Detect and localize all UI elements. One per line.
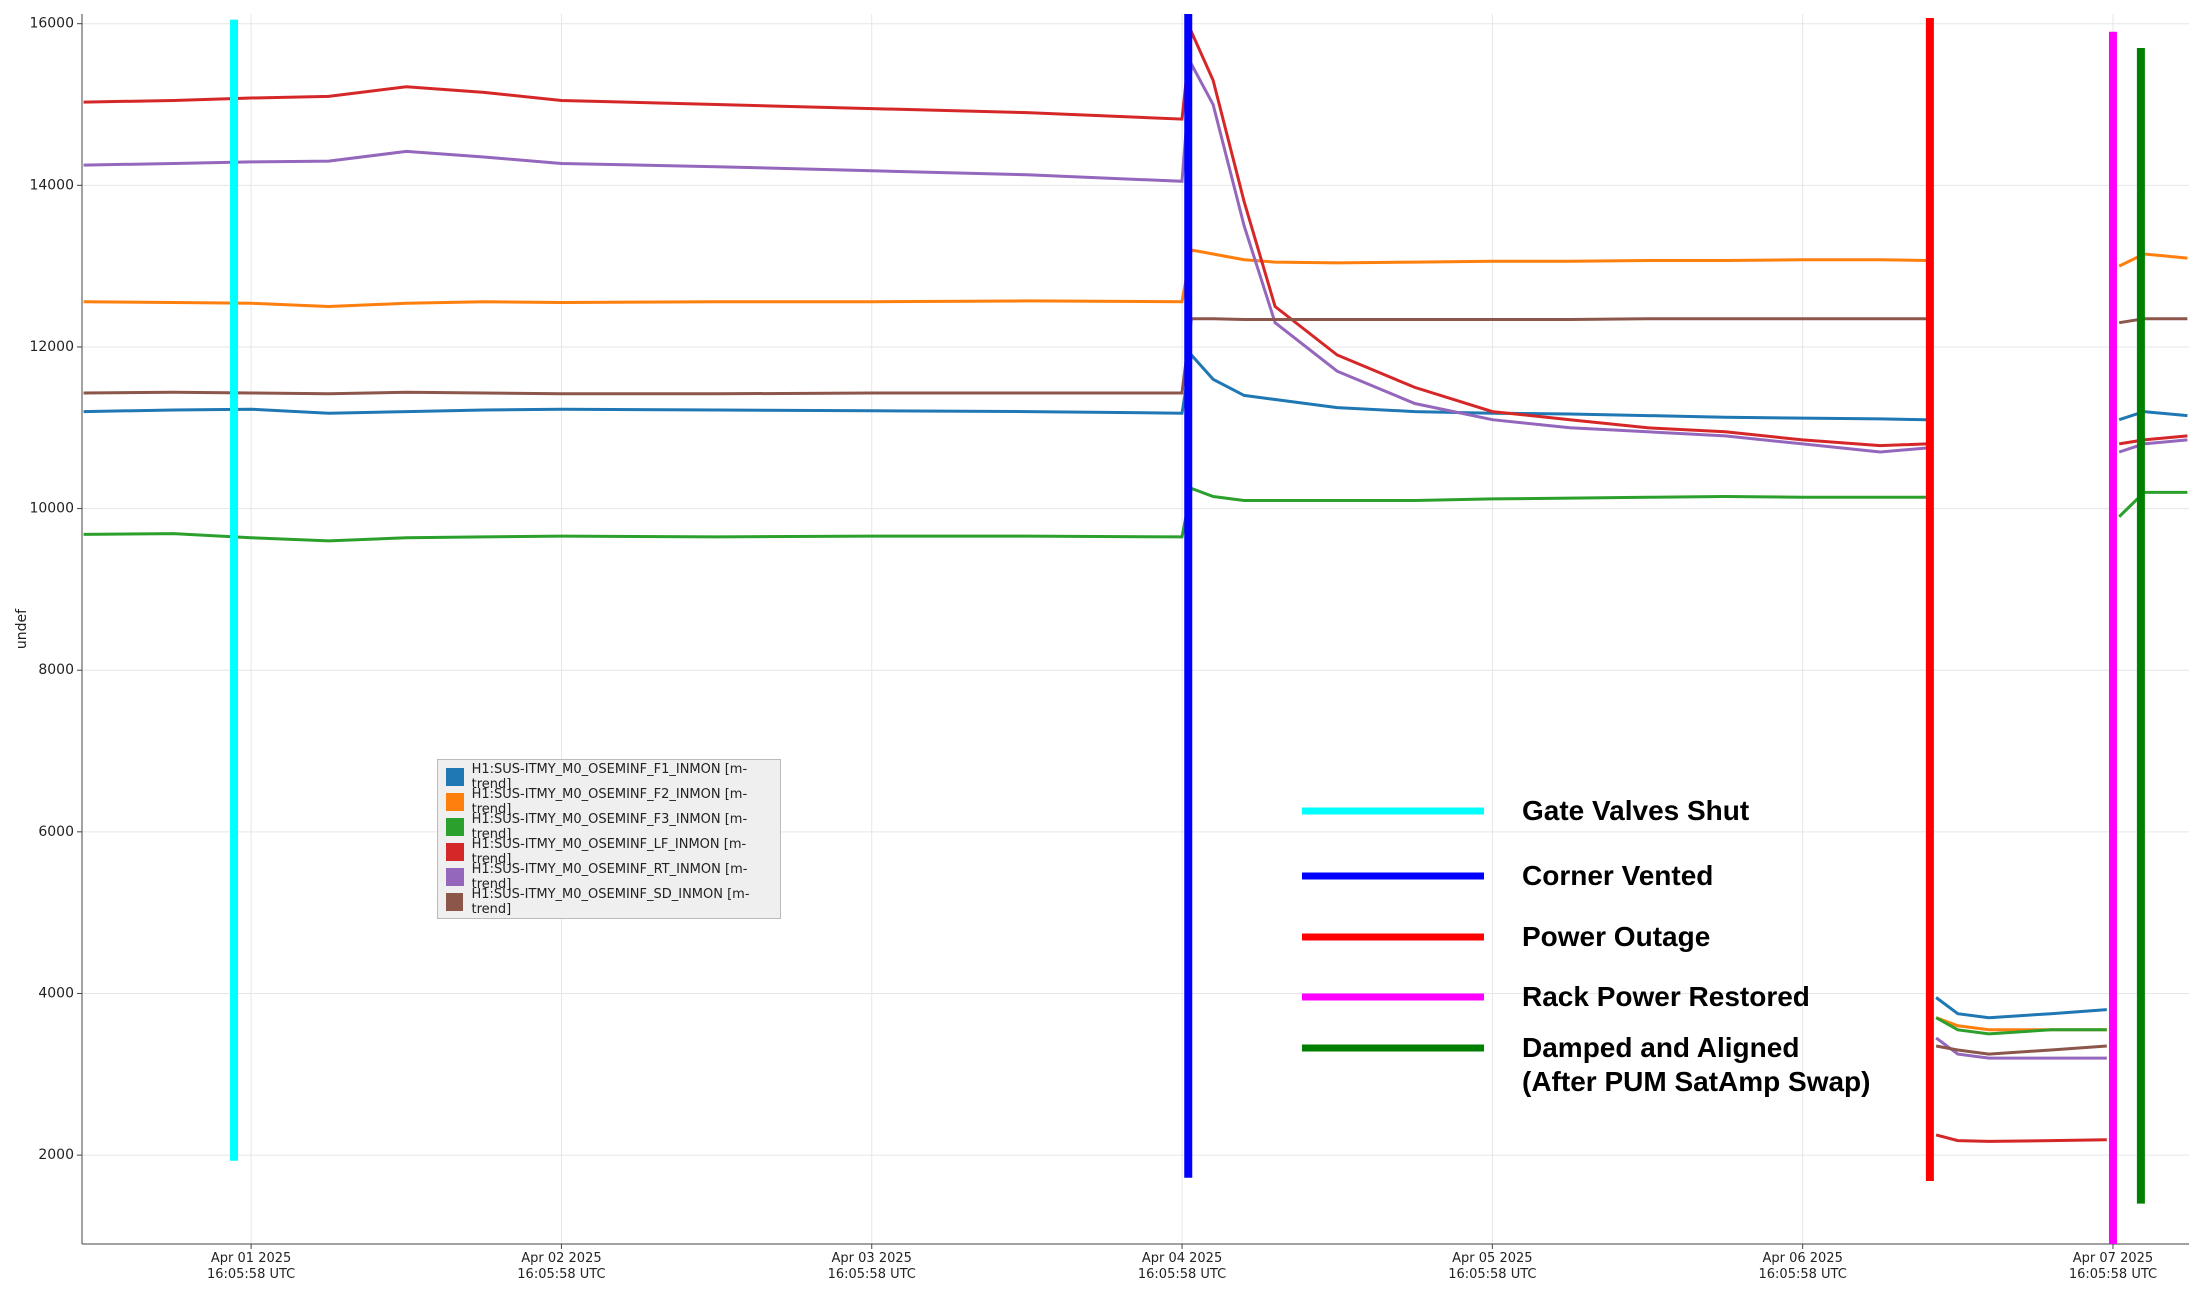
legend-label: H1:SUS-ITMY_M0_OSEMINF_SD_INMON [m-trend… <box>471 886 750 917</box>
y-axis-label: undef <box>14 608 30 649</box>
legend-swatch <box>446 767 464 786</box>
legend-item: H1:SUS-ITMY_M0_OSEMINF_F3_INMON [m-trend… <box>438 811 780 842</box>
legend-swatch <box>446 842 464 861</box>
event-label: Damped and Aligned (After PUM SatAmp Swa… <box>1522 1032 1871 1097</box>
event-label: Power Outage <box>1522 921 1711 952</box>
event-label: Corner Vented <box>1522 860 1714 891</box>
legend-item: H1:SUS-ITMY_M0_OSEMINF_F2_INMON [m-trend… <box>438 786 780 817</box>
legend-swatch <box>446 817 464 836</box>
legend-item: H1:SUS-ITMY_M0_OSEMINF_SD_INMON [m-trend… <box>438 886 780 917</box>
y-tick-label: 16000 <box>29 16 74 32</box>
legend-swatch <box>446 892 464 911</box>
legend-swatch <box>446 867 464 886</box>
legend-swatch <box>446 792 464 811</box>
legend-label: H1:SUS-ITMY_M0_OSEMINF_F3_INMON [m-trend… <box>471 811 748 842</box>
series-line <box>83 486 2188 1036</box>
series-line <box>83 26 2188 1143</box>
series-line <box>83 58 2188 1060</box>
y-tick-label: 10000 <box>29 501 74 517</box>
x-tick-label: Apr 02 2025 16:05:58 UTC <box>517 1251 606 1282</box>
y-tick-label: 4000 <box>38 985 74 1001</box>
legend-item: H1:SUS-ITMY_M0_OSEMINF_LF_INMON [m-trend… <box>438 836 780 867</box>
series-line <box>83 317 2188 1056</box>
legend-item: H1:SUS-ITMY_M0_OSEMINF_RT_INMON [m-trend… <box>438 861 780 892</box>
legend-label: H1:SUS-ITMY_M0_OSEMINF_F1_INMON [m-trend… <box>471 761 748 792</box>
event-label: Gate Valves Shut <box>1522 795 1750 826</box>
legend-label: H1:SUS-ITMY_M0_OSEMINF_RT_INMON [m-trend… <box>471 861 748 892</box>
event-label: Rack Power Restored <box>1522 981 1810 1012</box>
series-line <box>83 351 2188 1020</box>
x-tick-label: Apr 01 2025 16:05:58 UTC <box>206 1251 296 1282</box>
legend-label: H1:SUS-ITMY_M0_OSEMINF_LF_INMON [m-trend… <box>471 836 747 867</box>
legend: H1:SUS-ITMY_M0_OSEMINF_F1_INMON [m-trend… <box>437 759 781 919</box>
series-line <box>83 248 2188 1032</box>
y-tick-label: 14000 <box>29 177 74 193</box>
x-tick-label: Apr 04 2025 16:05:58 UTC <box>1137 1251 1227 1282</box>
x-tick-label: Apr 05 2025 16:05:58 UTC <box>1448 1251 1537 1282</box>
y-tick-label: 12000 <box>29 339 74 355</box>
legend-label: H1:SUS-ITMY_M0_OSEMINF_F2_INMON [m-trend… <box>471 786 748 817</box>
y-tick-label: 8000 <box>38 662 74 678</box>
y-tick-label: 6000 <box>38 824 74 840</box>
legend-item: H1:SUS-ITMY_M0_OSEMINF_F1_INMON [m-trend… <box>438 761 780 792</box>
y-tick-label: 2000 <box>38 1147 74 1163</box>
x-tick-label: Apr 07 2025 16:05:58 UTC <box>2068 1251 2158 1282</box>
x-tick-label: Apr 03 2025 16:05:58 UTC <box>827 1251 916 1282</box>
x-tick-label: Apr 06 2025 16:05:58 UTC <box>1758 1251 1847 1282</box>
